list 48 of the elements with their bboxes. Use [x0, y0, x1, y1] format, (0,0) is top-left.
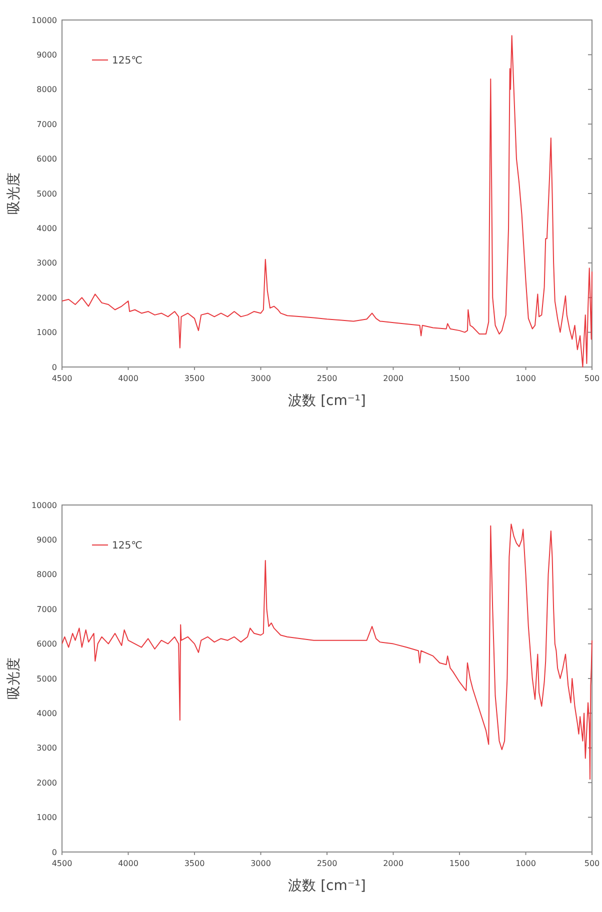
y-tick-label: 8000: [36, 85, 57, 94]
x-tick-label: 3000: [250, 374, 271, 383]
y-axis-title: 吸光度: [6, 658, 22, 700]
y-tick-label: 5000: [36, 674, 57, 684]
x-tick-label: 4500: [52, 374, 72, 383]
x-tick-label: 3500: [184, 859, 205, 868]
y-tick-label: 4000: [36, 224, 57, 233]
x-tick-label: 500: [584, 374, 600, 383]
y-tick-label: 0: [52, 848, 57, 857]
y-tick-label: 1000: [36, 328, 57, 338]
legend-label: 125℃: [112, 540, 142, 552]
line-series: [62, 524, 592, 780]
y-tick-label: 8000: [36, 570, 57, 580]
y-tick-label: 10000: [32, 16, 57, 25]
x-tick-label: 1000: [516, 859, 536, 868]
y-tick-label: 9000: [36, 50, 57, 60]
line-series: [62, 35, 592, 368]
y-tick-label: 3000: [36, 744, 57, 753]
x-axis-title: 波数 [cm⁻¹]: [288, 393, 366, 409]
x-tick-label: 4000: [118, 374, 138, 383]
x-tick-label: 3000: [250, 859, 271, 868]
y-tick-label: 9000: [36, 536, 57, 544]
y-tick-label: 4000: [36, 709, 57, 718]
x-tick-label: 2000: [383, 859, 404, 868]
y-tick-label: 6000: [36, 154, 57, 164]
x-tick-label: 1000: [516, 374, 536, 383]
y-tick-label: 2000: [36, 778, 57, 788]
x-tick-label: 1500: [449, 859, 470, 868]
x-tick-label: 3500: [184, 374, 205, 383]
y-tick-label: 7000: [36, 604, 57, 614]
y-tick-label: 5000: [36, 189, 57, 198]
x-tick-label: 2500: [316, 859, 338, 868]
y-tick-label: 1000: [36, 813, 57, 822]
legend-label: 125℃: [112, 56, 142, 66]
x-tick-label: 1500: [449, 374, 470, 383]
y-tick-label: 10000: [32, 500, 57, 510]
y-tick-label: 7000: [36, 120, 57, 129]
x-tick-label: 4000: [118, 859, 138, 868]
y-tick-label: 6000: [36, 640, 57, 649]
y-tick-label: 3000: [36, 258, 57, 268]
x-tick-label: 500: [584, 859, 600, 868]
x-tick-label: 4500: [52, 859, 72, 868]
x-tick-label: 2000: [383, 374, 404, 383]
y-tick-label: 2000: [36, 293, 57, 302]
x-axis-title: 波数 [cm⁻¹]: [288, 878, 366, 894]
y-tick-label: 0: [52, 362, 57, 372]
y-axis-title: 吸光度: [6, 172, 22, 214]
x-tick-label: 2500: [316, 374, 338, 383]
